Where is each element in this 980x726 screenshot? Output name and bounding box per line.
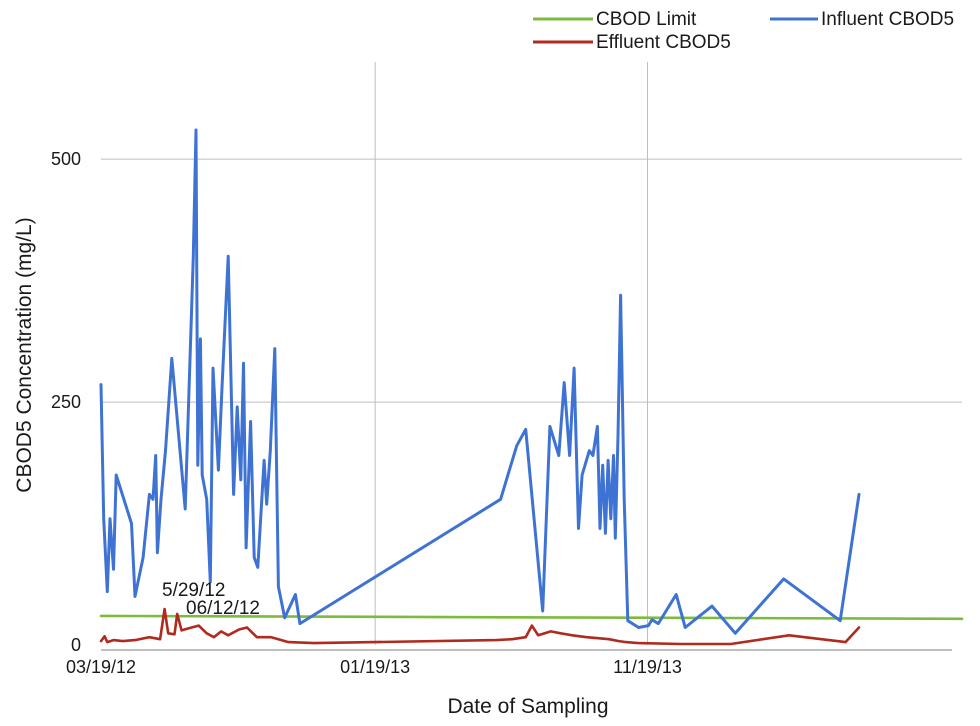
annotation-06-12-12: 06/12/12 <box>186 598 260 619</box>
series-line-influent-cbod5 <box>99 128 861 635</box>
legend-label-influent: Influent CBOD5 <box>821 9 954 30</box>
legend: CBOD Limit Influent CBOD5 Effluent CBOD5 <box>533 9 954 53</box>
x-tick-label-03/19/12: 03/19/12 <box>66 657 136 677</box>
y-axis-title: CBOD5 Concentration (mg/L) <box>13 217 36 492</box>
y-tick-label-500: 500 <box>51 149 81 169</box>
series-lines <box>99 128 964 646</box>
annotation-5-29-12: 5/29/12 <box>162 580 225 601</box>
legend-label-effluent: Effluent CBOD5 <box>596 32 731 53</box>
series-line-cbod-limit <box>99 614 964 621</box>
series-line-effluent-cbod5 <box>99 607 861 646</box>
x-tick-label-01/19/13: 01/19/13 <box>340 657 410 677</box>
legend-label-cbod-limit: CBOD Limit <box>596 9 697 30</box>
y-tick-label-250: 250 <box>51 392 81 412</box>
axes: 0 250 500 03/19/12 01/19/13 11/19/13 <box>51 149 952 677</box>
x-axis-title: Date of Sampling <box>447 695 608 718</box>
x-tick-label-11/19/13: 11/19/13 <box>613 657 682 677</box>
y-tick-label-0: 0 <box>71 635 81 655</box>
